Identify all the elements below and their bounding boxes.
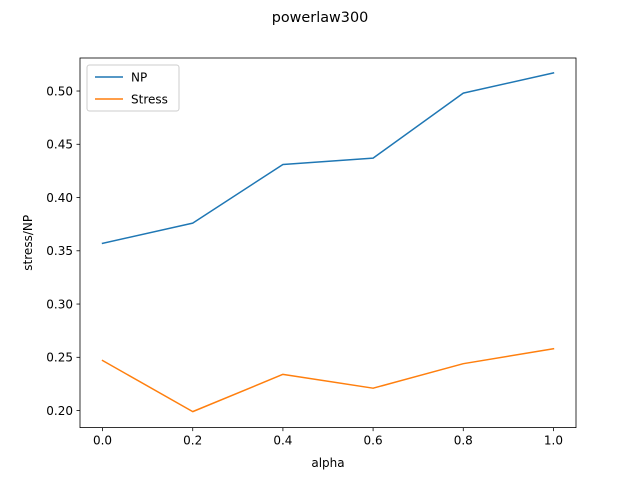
y-axis: 0.20 0.25 0.30 0.35 0.40 0.45 0.50 bbox=[46, 84, 80, 418]
y-tick-label: 0.30 bbox=[46, 297, 73, 311]
y-axis-label: stress/NP bbox=[21, 215, 35, 271]
x-axis: 0.0 0.2 0.4 0.6 0.8 1.0 bbox=[93, 427, 563, 448]
y-tick-label: 0.40 bbox=[46, 191, 73, 205]
legend-label-np: NP bbox=[131, 70, 147, 84]
y-tick-label: 0.50 bbox=[46, 84, 73, 98]
axes-frame bbox=[79, 57, 577, 429]
y-tick-label: 0.25 bbox=[46, 351, 73, 365]
x-tick-label: 0.6 bbox=[364, 434, 383, 448]
y-tick-label: 0.20 bbox=[46, 404, 73, 418]
x-tick-label: 0.2 bbox=[183, 434, 202, 448]
series-layer bbox=[101, 72, 555, 413]
x-tick-label: 0.8 bbox=[454, 434, 473, 448]
series-line-stress bbox=[101, 347, 555, 413]
y-tick-label: 0.45 bbox=[46, 138, 73, 152]
legend-label-stress: Stress bbox=[131, 92, 168, 106]
chart-title: powerlaw300 bbox=[272, 10, 369, 26]
series-line-np bbox=[101, 72, 555, 245]
x-tick-label: 1.0 bbox=[544, 434, 563, 448]
legend: NP Stress bbox=[86, 64, 180, 112]
x-tick-label: 0.4 bbox=[273, 434, 292, 448]
y-tick-label: 0.35 bbox=[46, 244, 73, 258]
x-tick-label: 0.0 bbox=[93, 434, 112, 448]
x-axis-label: alpha bbox=[311, 456, 344, 470]
